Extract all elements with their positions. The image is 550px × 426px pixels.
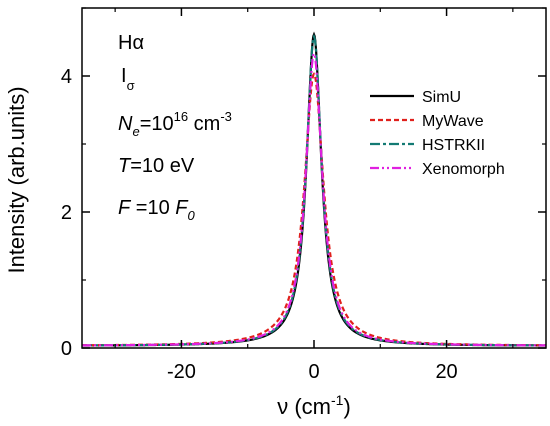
- legend-label-simu: SimU: [422, 89, 461, 106]
- annotation-t-value: =10 eV: [130, 155, 195, 177]
- annotation-f-value: =10: [130, 197, 175, 219]
- legend: SimU MyWave HSTRKII Xenomorph: [370, 89, 505, 178]
- annotation-ne-symbol: N: [118, 113, 133, 135]
- series-line-hstrkii: [81, 33, 547, 347]
- annotation-line-halpha: Hα: [118, 32, 144, 54]
- series-line-simu: [81, 31, 547, 347]
- annotation-ne-exp: 16: [174, 109, 188, 124]
- annotation-f-symbol: F: [118, 197, 132, 219]
- annotation-sigma: σ: [127, 78, 135, 93]
- annotation-block: Hα Iσ Ne=1016 cm-3 T=10 eV F =10 F0: [118, 32, 232, 223]
- annotation-line-ne: Ne=1016 cm-3: [118, 109, 232, 139]
- annotation-line-isigma: Iσ: [121, 65, 135, 93]
- legend-label-hstrkii: HSTRKII: [422, 137, 485, 154]
- x-axis-title-end: ): [343, 394, 350, 419]
- annotation-f0-symbol: F: [175, 197, 189, 219]
- x-tick-label: 20: [435, 361, 457, 383]
- y-tick-label: 0: [61, 338, 72, 360]
- annotation-line-t: T=10 eV: [118, 155, 195, 177]
- annotation-ne-value: =10: [140, 113, 174, 135]
- plot-frame: [81, 7, 547, 349]
- x-tick-label: -20: [167, 361, 196, 383]
- x-axis-title-sup: -1: [331, 392, 344, 408]
- x-tick-label: 0: [308, 361, 319, 383]
- legend-label-mywave: MyWave: [422, 113, 484, 130]
- x-axis-title-main: ν (cm: [277, 394, 331, 419]
- annotation-ne-unit: cm: [188, 113, 220, 135]
- axis-ticks: -20 0 20 0 2 4: [61, 7, 546, 383]
- annotation-i: I: [121, 65, 127, 87]
- y-tick-label: 2: [61, 202, 72, 224]
- annotation-ne-unit-exp: -3: [220, 109, 232, 124]
- annotation-t-symbol: T: [118, 155, 132, 177]
- plot-lines: [81, 31, 547, 347]
- annotation-line-f: F =10 F0: [118, 197, 195, 223]
- y-axis-title: Intensity (arb.units): [4, 86, 29, 273]
- series-line-xenomorph: [82, 51, 546, 347]
- legend-label-xenomorph: Xenomorph: [422, 161, 505, 178]
- annotation-f0-sub: 0: [187, 208, 195, 223]
- x-axis-title: ν (cm-1): [277, 392, 351, 419]
- annotation-ne-sub: e: [132, 124, 139, 139]
- y-tick-label: 4: [61, 66, 72, 88]
